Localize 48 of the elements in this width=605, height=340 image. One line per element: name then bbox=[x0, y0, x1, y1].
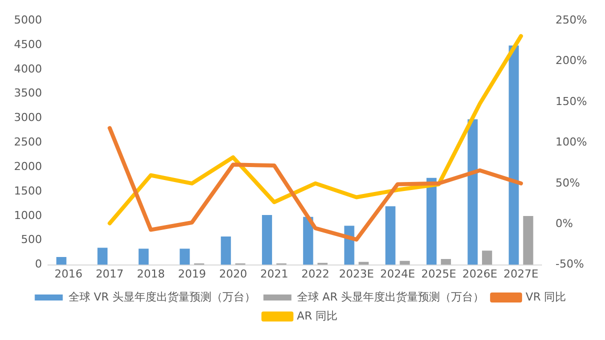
bar bbox=[508, 46, 519, 265]
bar bbox=[523, 216, 534, 265]
bar bbox=[56, 256, 66, 265]
bar bbox=[440, 258, 451, 265]
y-tick-label: 4500 bbox=[14, 38, 42, 51]
y2-tick-label: 150% bbox=[556, 94, 588, 108]
y2-tick-label: 100% bbox=[556, 136, 588, 149]
bar bbox=[180, 248, 190, 265]
x-tick-label: 2020 bbox=[219, 267, 248, 280]
y2-tick-label: 250% bbox=[556, 13, 588, 26]
y-tick-label: 1500 bbox=[14, 184, 42, 198]
bar bbox=[303, 216, 314, 265]
y-tick-label: 0 bbox=[34, 258, 42, 271]
bar bbox=[426, 178, 437, 265]
bar bbox=[138, 248, 149, 265]
legend-label: 全球 VR 头显年度出货量预测（万台） bbox=[68, 290, 256, 304]
x-tick-label: 2016 bbox=[54, 267, 83, 280]
y-tick-label: 2500 bbox=[14, 136, 42, 149]
y-tick-label: 1000 bbox=[14, 208, 42, 222]
x-tick-label: 2024E bbox=[380, 267, 416, 280]
bar bbox=[220, 236, 231, 265]
bar bbox=[262, 214, 272, 265]
x-tick-label: 2021 bbox=[260, 267, 288, 280]
x-tick-label: 2023E bbox=[338, 267, 374, 280]
y-tick-label: 5000 bbox=[14, 13, 42, 26]
y-tick-label: 3500 bbox=[14, 86, 42, 100]
bar bbox=[468, 119, 478, 265]
legend-label: 全球 AR 头显年度出货量预测（万台） bbox=[296, 290, 484, 304]
y-tick-label: 500 bbox=[20, 233, 42, 246]
x-tick-label: 2027E bbox=[504, 267, 539, 280]
bar bbox=[385, 206, 396, 265]
y-tick-label: 2000 bbox=[14, 160, 42, 173]
x-tick-label: 2026E bbox=[462, 267, 498, 280]
y2-tick-label: 200% bbox=[556, 54, 588, 68]
y-tick-label: 3000 bbox=[14, 111, 42, 124]
y2-tick-label: -50% bbox=[556, 258, 584, 271]
y2-tick-label: 50% bbox=[556, 176, 580, 190]
bar bbox=[482, 250, 492, 265]
x-tick-label: 2025E bbox=[421, 267, 456, 280]
y-tick-label: 4000 bbox=[14, 62, 42, 76]
bar bbox=[97, 248, 108, 265]
x-tick-label: 2022 bbox=[301, 267, 330, 280]
legend-label: AR 同比 bbox=[296, 309, 338, 322]
y2-tick-label: 0% bbox=[556, 216, 574, 230]
x-tick-label: 2019 bbox=[178, 267, 206, 280]
legend-label: VR 同比 bbox=[526, 290, 566, 304]
x-tick-label: 2018 bbox=[136, 267, 165, 280]
x-tick-label: 2017 bbox=[96, 267, 124, 280]
